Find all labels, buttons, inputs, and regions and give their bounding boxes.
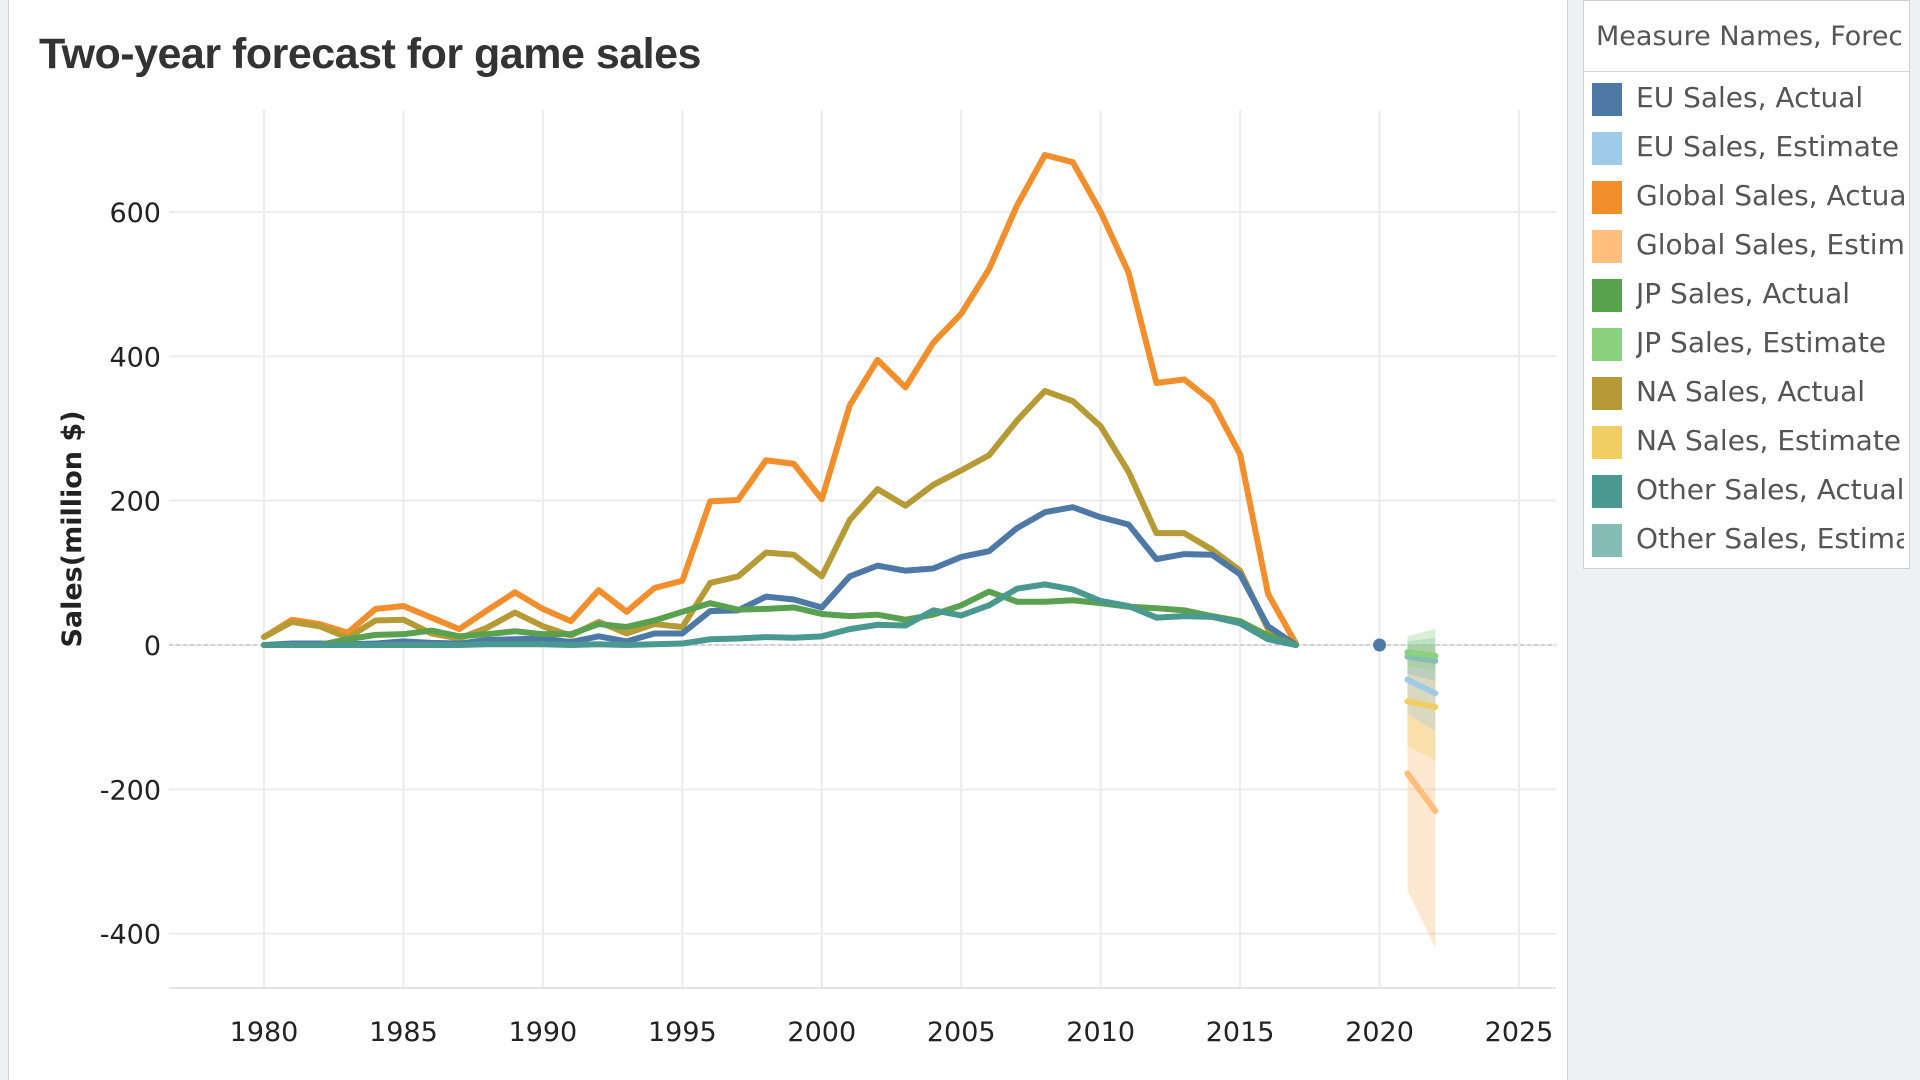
x-tick-label: 1990 (509, 1017, 578, 1048)
legend-label: JP Sales, Estimate (1636, 326, 1887, 359)
legend-item-other-sales-estimate[interactable]: Other Sales, Estimate (1592, 520, 1907, 564)
x-tick-label: 2000 (787, 1017, 856, 1048)
legend-swatch (1592, 328, 1622, 361)
marker-point[interactable] (1373, 638, 1387, 652)
estimate-band-jp-sales-estimate[interactable] (1407, 629, 1436, 671)
estimate-line-eu-sales-estimate[interactable] (1404, 676, 1439, 697)
legend-label: Global Sales, Estima.. (1636, 228, 1904, 261)
x-tick-label: 2010 (1066, 1017, 1135, 1048)
legend-swatch (1592, 230, 1622, 263)
legend: Measure Names, Forec... EU Sales, Actual… (1583, 0, 1910, 569)
legend-label: EU Sales, Estimate (1636, 130, 1900, 163)
line-chart[interactable]: -400 -200 0 200 400 600 1980 1985 1990 1995 2000 20… (9, 0, 1567, 1080)
legend-title[interactable]: Measure Names, Forec... (1596, 21, 1901, 52)
legend-item-global-sales-estima[interactable]: Global Sales, Estima.. (1592, 226, 1907, 270)
y-tick-label: 400 (109, 342, 161, 373)
legend-swatch (1592, 524, 1622, 557)
legend-label: Global Sales, Actual (1636, 179, 1904, 212)
y-tick-label: -400 (100, 920, 161, 951)
legend-item-na-sales-estimate[interactable]: NA Sales, Estimate (1592, 422, 1907, 466)
legend-swatch (1592, 83, 1622, 116)
estimate-line-global-sales-estimate[interactable] (1404, 770, 1439, 814)
legend-label: Other Sales, Estimate (1636, 522, 1904, 555)
y-tick-label: 0 (144, 631, 161, 662)
legend-swatch (1592, 279, 1622, 312)
legend-label: Other Sales, Actual (1636, 473, 1904, 506)
estimate-line-na-sales-estimate[interactable] (1404, 698, 1439, 711)
legend-label: NA Sales, Actual (1636, 375, 1866, 408)
legend-item-eu-sales-estimate[interactable]: EU Sales, Estimate (1592, 128, 1907, 172)
y-tick-label: 200 (109, 487, 161, 518)
legend-swatch (1592, 475, 1622, 508)
chart-panel: Two-year forecast for game sales -400 -20… (8, 0, 1568, 1080)
legend-item-eu-sales-actual[interactable]: EU Sales, Actual (1592, 79, 1907, 123)
estimate-line-jp-sales-estimate[interactable] (1404, 649, 1439, 659)
x-tick-label: 2005 (927, 1017, 996, 1048)
x-tick-label: 2015 (1206, 1017, 1275, 1048)
legend-item-jp-sales-actual[interactable]: JP Sales, Actual (1592, 275, 1907, 319)
legend-item-na-sales-actual[interactable]: NA Sales, Actual (1592, 373, 1907, 417)
y-axis-title: Sales(million $) (57, 410, 88, 647)
series-line-global-sales-actual[interactable] (261, 151, 1299, 647)
legend-divider (1584, 71, 1909, 72)
x-tick-label: 1995 (648, 1017, 717, 1048)
y-tick-label: 600 (109, 198, 161, 229)
legend-item-other-sales-actual[interactable]: Other Sales, Actual (1592, 471, 1907, 515)
legend-label: EU Sales, Actual (1636, 81, 1864, 114)
x-tick-label: 2020 (1345, 1017, 1414, 1048)
x-tick-label: 1985 (369, 1017, 438, 1048)
series-line-other-sales-actual[interactable] (261, 581, 1299, 648)
y-tick-label: -200 (100, 775, 161, 806)
chart-title: Two-year forecast for game sales (39, 30, 701, 78)
legend-label: JP Sales, Actual (1636, 277, 1851, 310)
legend-swatch (1592, 426, 1622, 459)
estimate-line-other-sales-estimate[interactable] (1404, 653, 1439, 664)
x-tick-label: 2025 (1485, 1017, 1554, 1048)
legend-label: NA Sales, Estimate (1636, 424, 1902, 457)
legend-item-global-sales-actual[interactable]: Global Sales, Actual (1592, 177, 1907, 221)
legend-item-jp-sales-estimate[interactable]: JP Sales, Estimate (1592, 324, 1907, 368)
legend-swatch (1592, 377, 1622, 410)
legend-swatch (1592, 132, 1622, 165)
legend-swatch (1592, 181, 1622, 214)
x-tick-label: 1980 (230, 1017, 299, 1048)
